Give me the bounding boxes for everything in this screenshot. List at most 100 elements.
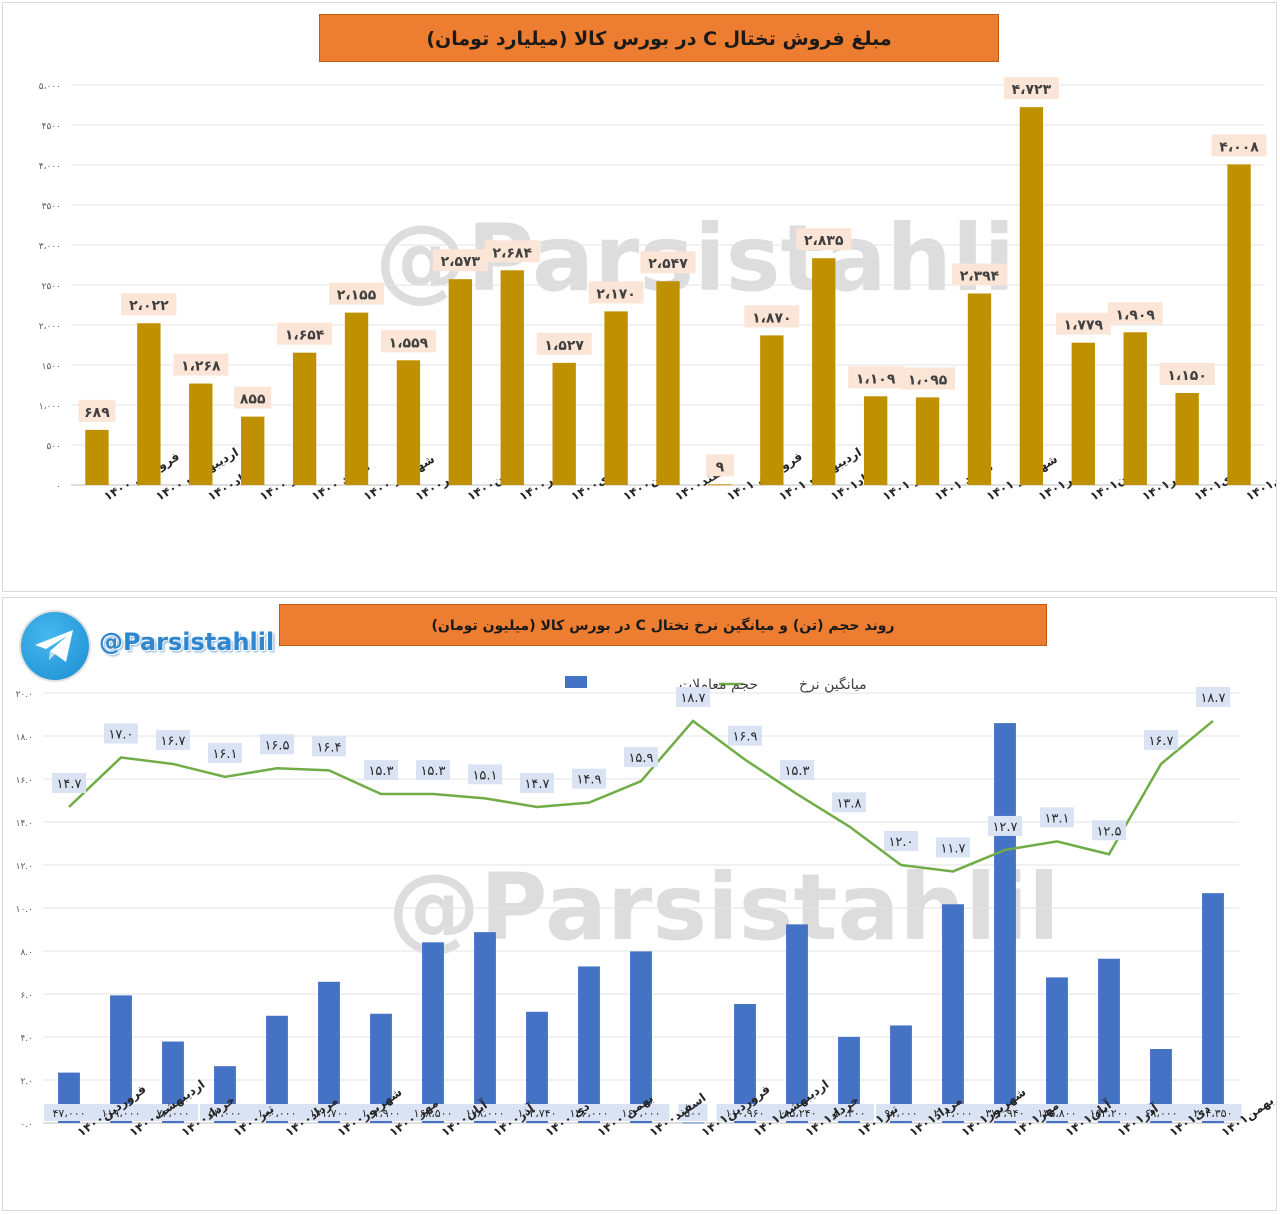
volume-label: ۱۱۹،۰۰۰	[102, 1107, 141, 1120]
data-label-bg	[705, 454, 734, 477]
data-label: ۴،۷۲۳	[1012, 82, 1052, 98]
bar	[1123, 332, 1147, 485]
price-line	[68, 719, 1214, 873]
data-label-bg	[536, 332, 592, 355]
price-label: ۱۵.۳	[420, 764, 445, 779]
bar	[760, 335, 784, 485]
bar	[708, 484, 732, 486]
volume-label: ۷۶،۰۰۰	[156, 1107, 189, 1120]
volume-bar	[786, 924, 808, 1123]
y-tick-label: ۲،۰۰۰	[39, 322, 61, 332]
y-tick-label: ۲.۰	[20, 1077, 33, 1087]
bar	[1175, 393, 1199, 485]
bar	[137, 323, 161, 485]
data-label-bg	[484, 240, 540, 263]
volume-label-bg	[508, 1104, 566, 1121]
volume-label-bg	[404, 1104, 462, 1121]
price-label: ۱۳.۸	[836, 796, 861, 811]
y-tick-label: ۴.۰	[20, 1034, 33, 1044]
data-label-bg	[796, 228, 852, 251]
price-label-bg	[260, 734, 294, 755]
data-label-bg	[1055, 312, 1111, 335]
volume-label-bg	[1184, 1104, 1242, 1121]
price-label: ۱۲.۷	[992, 820, 1017, 835]
bar	[967, 293, 992, 485]
volume-price-chart-title: روند حجم (تن) و میانگین نرخ تختال C در ب…	[279, 604, 1047, 646]
data-label: ۲،۵۴۷	[648, 256, 688, 272]
price-label: ۱۵.۳	[368, 764, 393, 779]
volume-label: ۴۷،۰۰۰	[52, 1107, 85, 1120]
price-label-bg	[728, 725, 762, 746]
sales-bar-chart: ۰ ۵۰۰ ۱،۰۰۰ ۱۵۰۰ ۲،۰۰۰ ۲۵۰۰ ۳،۰۰۰ ۳۵۰۰ ۴،۰۰۰ ۴۵۰۰…	[39, 77, 1276, 504]
volume-label-bg	[300, 1104, 358, 1121]
data-label-bg	[1107, 302, 1163, 325]
data-label-bg	[234, 386, 272, 409]
price-label: ۱۳.۱	[1044, 811, 1069, 826]
price-label: ۱۶.۵	[264, 738, 289, 753]
price-label: ۱۵.۱	[472, 768, 497, 783]
volume-bar	[162, 1041, 184, 1123]
telegram-icon[interactable]	[21, 612, 89, 680]
price-label-bg	[364, 760, 398, 781]
volume-label: ۲۰۴،۰۰۰	[934, 1107, 973, 1120]
volume-label: ۱۶۰،۰۰۰	[622, 1107, 661, 1120]
channel-handle[interactable]: @Parsistahlil	[99, 628, 275, 656]
volume-label: ۱۳۱،۷۰۰	[310, 1107, 349, 1120]
data-label: ۱،۶۵۴	[285, 328, 325, 344]
data-label: ۲،۵۷۳	[441, 254, 481, 270]
volume-label: ۱۷۸،۰۰۰	[466, 1107, 505, 1120]
price-label: ۱۲.۵	[1096, 824, 1121, 839]
volume-label: ۲۱۴،۳۵۰	[1194, 1107, 1233, 1120]
y-tick-label: ۳،۰۰۰	[39, 242, 61, 252]
price-label-bg	[104, 723, 138, 744]
bar	[448, 279, 473, 485]
volume-label-bg	[976, 1104, 1034, 1121]
price-label-bg	[780, 760, 814, 781]
data-label-bg	[121, 293, 177, 316]
y-tick-label: ۱،۰۰۰	[39, 402, 61, 412]
volume-label-bg	[768, 1104, 826, 1121]
bar	[500, 270, 524, 485]
volume-label-bg	[716, 1104, 774, 1121]
price-label-bg	[1040, 807, 1074, 828]
volume-label: ۱۴۶،۰۰۰	[570, 1107, 609, 1120]
data-label-bg	[380, 330, 436, 353]
volume-bar	[1202, 893, 1224, 1123]
price-label: ۱۶.۴	[316, 740, 341, 755]
volume-bar	[1098, 958, 1120, 1123]
volume-label-bg	[456, 1104, 514, 1121]
price-label: ۱۴.۹	[576, 773, 601, 788]
data-label: ۲،۰۲۲	[129, 298, 169, 314]
price-label: ۱۲.۰	[888, 835, 913, 850]
price-label: ۱۶.۷	[160, 734, 185, 749]
sales-chart-title: مبلغ فروش تختال C در بورس کالا (میلیارد …	[319, 14, 999, 62]
volume-bar	[266, 1015, 288, 1123]
price-label-bg	[520, 772, 554, 793]
volume-bar	[630, 951, 652, 1123]
price-label-bg	[468, 764, 502, 785]
y-tick-label: ۱۲.۰	[16, 862, 33, 872]
volume-bar	[994, 723, 1016, 1123]
volume-bar	[474, 932, 496, 1123]
volume-label: ۱۵۳،۲۰۰	[1090, 1107, 1129, 1120]
bar	[552, 362, 576, 485]
data-label: ۴،۰۰۸	[1219, 139, 1259, 155]
data-label-bg	[1003, 77, 1059, 100]
data-label: ۱،۵۵۹	[389, 335, 429, 351]
data-label: ۱،۱۵۰	[1167, 368, 1207, 384]
data-label: ۲،۱۵۵	[337, 288, 377, 304]
data-label: ۶۸۹	[84, 405, 110, 421]
price-label: ۱۶.۹	[732, 730, 757, 745]
price-label: ۱۵.۳	[784, 764, 809, 779]
volume-bar	[318, 981, 340, 1123]
volume-label: ۱۰۳،۷۴۰	[518, 1107, 557, 1120]
data-label-bg	[329, 282, 385, 305]
volume-label-bg	[678, 1104, 708, 1121]
volume-bar	[890, 1025, 912, 1123]
volume-price-chart-panel: @Parsistahlil روند حجم (تن) و میانگین نر…	[2, 597, 1277, 1211]
y-tick-label: ۱۰.۰	[16, 905, 33, 915]
volume-label: ۱۶۸،۵۰۰	[414, 1107, 453, 1120]
volume-label: ۸۰،۳۰۰	[832, 1107, 865, 1120]
bar	[604, 311, 628, 485]
price-label-bg	[312, 736, 346, 757]
